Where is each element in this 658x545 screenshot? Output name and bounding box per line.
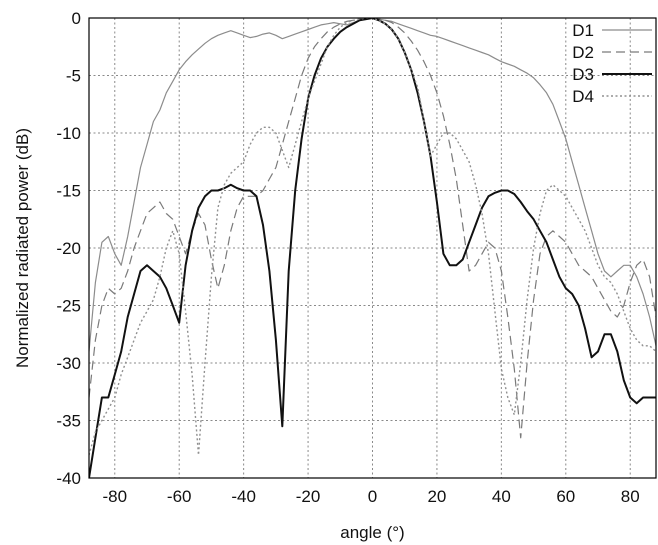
series-group — [89, 18, 656, 478]
series-line-d1 — [89, 18, 656, 352]
x-tick-label: 60 — [556, 487, 575, 506]
legend: D1 D2 D3 D4 — [572, 21, 652, 106]
grid — [89, 17, 656, 479]
x-tick-labels: -80 -60 -40 -20 0 20 40 60 80 — [102, 487, 639, 506]
y-tick-label: -25 — [56, 297, 81, 316]
y-tick-label: -5 — [66, 67, 81, 86]
y-tick-label: -20 — [56, 239, 81, 258]
x-tick-label: 0 — [368, 487, 377, 506]
series-line-d3 — [89, 18, 656, 478]
y-tick-label: 0 — [72, 9, 81, 28]
y-tick-label: -10 — [56, 124, 81, 143]
x-tick-label: -60 — [167, 487, 192, 506]
legend-label-d4: D4 — [572, 87, 594, 106]
series-line-d2 — [89, 18, 656, 439]
y-tick-label: -30 — [56, 354, 81, 373]
legend-label-d3: D3 — [572, 65, 594, 84]
y-axis-label: Normalized radiated power (dB) — [13, 128, 32, 368]
legend-label-d1: D1 — [572, 21, 594, 40]
x-tick-label: -40 — [231, 487, 256, 506]
y-tick-label: -40 — [56, 469, 81, 488]
x-tick-label: 40 — [492, 487, 511, 506]
series-line-d4 — [89, 18, 656, 456]
y-tick-labels: 0 -5 -10 -15 -20 -25 -30 -35 -40 — [56, 9, 81, 488]
y-tick-label: -15 — [56, 182, 81, 201]
x-tick-label: 20 — [427, 487, 446, 506]
x-tick-label: 80 — [621, 487, 640, 506]
legend-label-d2: D2 — [572, 43, 594, 62]
plot-frame — [88, 17, 657, 479]
x-tick-label: -20 — [296, 487, 321, 506]
x-axis-label: angle (°) — [340, 523, 404, 542]
x-tick-label: -80 — [102, 487, 127, 506]
y-tick-label: -35 — [56, 412, 81, 431]
